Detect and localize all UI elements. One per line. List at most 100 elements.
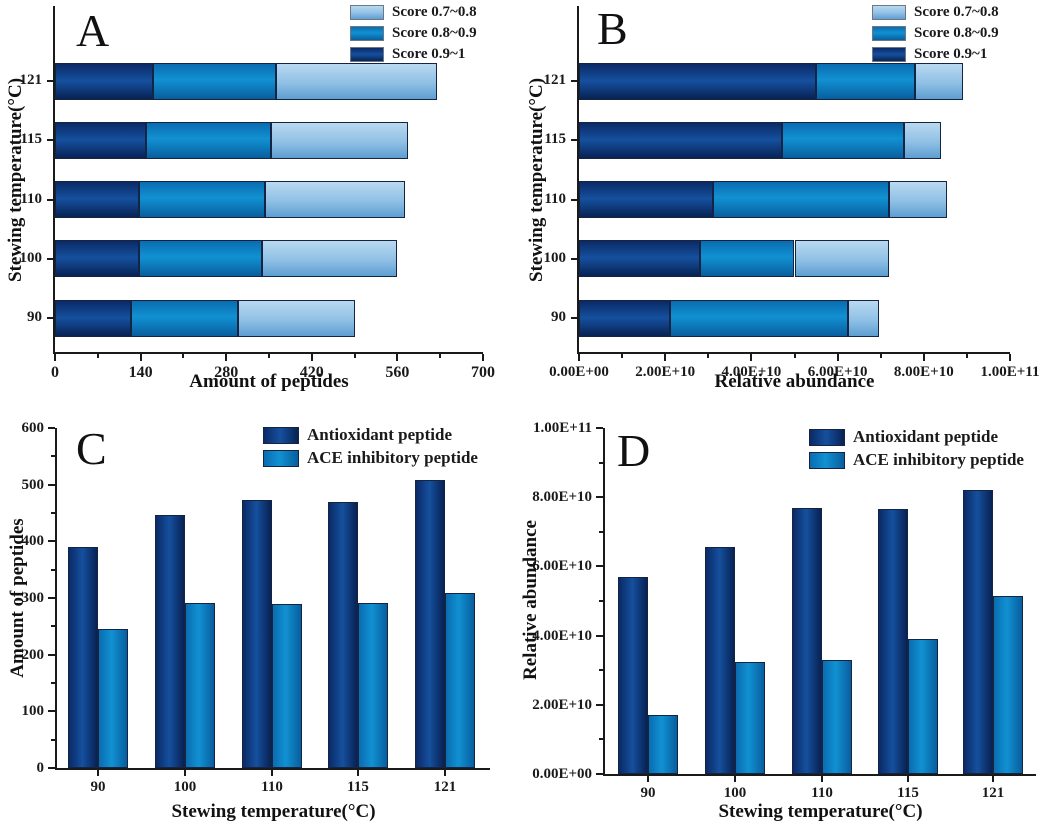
x-axis-tick-label: 420 [299,364,324,381]
bar-segment [889,181,948,219]
panel-b-plot: 0.00E+00 2.00E+10 4.00E+10 6.00E+10 8.00E+10… [519,0,1039,410]
bar-segment [579,299,670,337]
y-axis-tick-label: 8.00E+10 [532,489,592,506]
y-axis-tick-label: 300 [21,590,45,606]
x-axis-tick-label: 2.00E+10 [635,364,696,380]
x-axis-tick [310,354,313,361]
x-axis-tick [992,776,994,782]
bar-segment [55,121,147,159]
y-axis-tick [48,483,55,486]
legend-swatch [872,47,906,62]
x-axis-tick [271,770,273,776]
y-axis-tick [596,496,603,499]
y-axis-tick [571,257,577,260]
bar-segment [238,299,355,337]
category-label: 90 [27,309,42,326]
bar-segment [816,62,916,100]
bar-segment [579,62,817,100]
legend-swatch [872,26,906,41]
bar-segment [579,121,782,159]
x-axis-tick-label: 140 [128,364,153,381]
x-axis-tick [97,770,99,776]
category-label: 115 [897,785,919,801]
y-axis-tick [571,139,577,142]
legend-label: Score 0.8~0.9 [392,25,477,41]
legend-swatch [350,26,384,41]
legend-label: ACE inhibitory peptide [853,450,1024,469]
category-label: 110 [20,190,42,207]
bar [705,547,735,774]
legend-label: Score 0.9~1 [914,46,988,62]
bar-segment [848,299,879,337]
x-axis-tick [1009,354,1011,361]
x-axis-tick [647,776,649,782]
legend-label: Score 0.7~0.8 [392,4,477,20]
y-axis-tick [47,257,53,260]
y-axis-minor-tick [599,530,603,533]
x-axis-tick-label: 8.00E+10 [893,364,954,380]
y-axis-tick [47,139,53,142]
x-axis-minor-tick [268,354,270,358]
bar [328,501,358,768]
y-axis-tick [48,767,55,769]
x-axis-minor-tick [439,354,442,358]
category-label: 121 [543,72,567,88]
category-label: 121 [19,72,43,88]
x-axis-tick-label: 280 [214,364,239,381]
y-axis-line [53,6,55,354]
legend-swatch [263,450,299,467]
y-axis-tick [571,80,577,82]
y-axis-tick-label: 4.00E+10 [532,627,592,644]
x-axis-tick [139,354,142,361]
y-axis-line [577,6,579,354]
x-axis-line [53,352,483,354]
panel-b-letter: B [597,3,628,54]
panel-a-x-axis-title: Amount of peptides [189,371,349,392]
panel-d-letter: D [617,425,651,476]
x-axis-minor-tick [879,354,882,358]
category-label: 100 [543,249,567,266]
y-axis-minor-tick [51,625,55,628]
bar [272,604,302,768]
bar [68,547,98,768]
x-axis-tick [482,354,484,361]
x-axis-line [55,768,490,770]
bar [822,659,852,774]
x-axis-tick-label: 0.00E+00 [549,364,609,380]
bar [993,595,1023,774]
bar-segment [271,121,409,159]
bar [908,639,938,774]
bar-segment [712,181,890,219]
x-axis-tick-label: 6.00E+10 [807,364,868,380]
category-label: 100 [19,249,43,266]
panel-c-y-axis-title: Amount of peptides [7,518,28,678]
x-axis-tick [922,354,925,361]
legend-label: Antioxidant peptide [853,427,998,446]
category-label: 100 [723,785,747,801]
x-axis-tick [664,354,667,361]
y-axis-tick-label: 600 [21,420,45,436]
bar [185,603,215,768]
bar-segment [152,62,277,100]
bar-segment [699,240,795,278]
y-axis-tick [596,773,603,775]
x-axis-tick-label: 700 [471,364,495,381]
y-axis-tick [47,80,53,82]
panel-c-plot: 0 100 200 300 400 500 600 90 100 110 115 121 Antioxi… [0,410,519,832]
x-axis-tick [54,354,56,361]
y-axis-tick-label: 200 [21,646,45,663]
x-axis-tick [836,354,839,361]
x-axis-tick-label: 560 [385,364,410,381]
panel-d-x-axis-title: Stewing temperature(°C) [718,801,923,822]
bar-segment [131,299,239,337]
panel-b: 0.00E+00 2.00E+10 4.00E+10 6.00E+10 8.00E+10… [519,0,1039,410]
y-axis-tick [596,703,603,706]
y-axis-minor-tick [599,600,603,602]
x-axis-tick [225,354,228,361]
y-axis-minor-tick [51,455,55,458]
bar-segment [139,181,265,219]
x-axis-minor-tick [96,354,99,358]
y-axis-line [55,428,57,770]
bar [445,592,475,768]
y-axis-minor-tick [51,738,55,741]
